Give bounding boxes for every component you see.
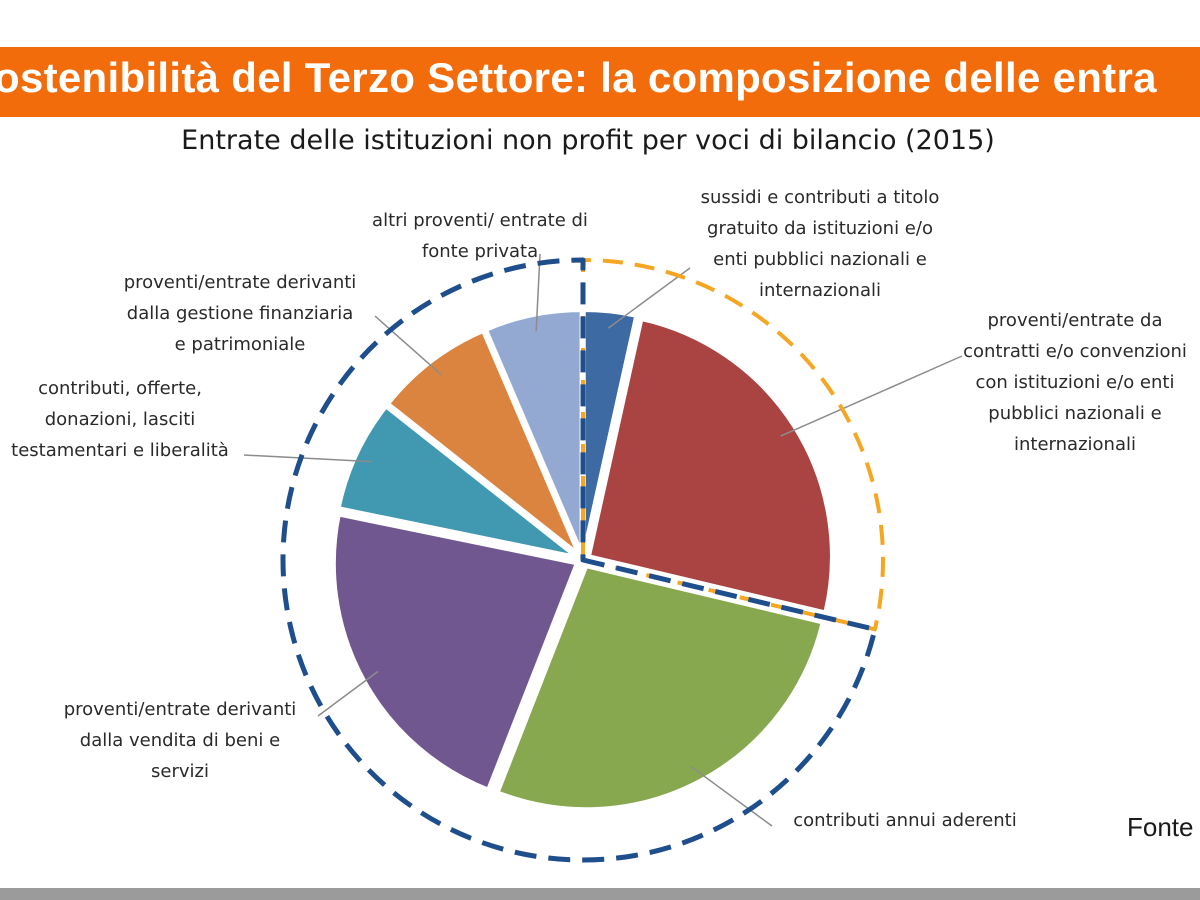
label-contratti-convenzioni: proventi/entrate da contratti e/o conven… — [963, 310, 1187, 455]
pie-slice-2 — [495, 563, 826, 812]
title-banner: ostenibilità del Terzo Settore: la compo… — [0, 47, 1200, 117]
label-contributi-aderenti: contributi annui aderenti — [793, 810, 1017, 831]
source-text: Fonte — [1127, 812, 1194, 842]
banner-title: ostenibilità del Terzo Settore: la compo… — [0, 54, 1157, 101]
pie-slice-3 — [331, 512, 580, 793]
chart-title: Entrate delle istituzioni non profit per… — [181, 125, 995, 156]
pie-slice-6 — [483, 308, 584, 554]
label-gestione-finanziaria: proventi/entrate derivanti dalla gestion… — [123, 272, 357, 355]
pie-slice-1 — [586, 316, 834, 615]
leader-line-1 — [780, 355, 963, 437]
pie-slice-4 — [336, 403, 578, 560]
public-sources-outline — [581, 258, 885, 632]
leader-line-0 — [607, 267, 691, 329]
label-donazioni-liberalita: contributi, offerte, donazioni, lasciti … — [11, 378, 229, 461]
leader-line-5 — [374, 315, 442, 376]
leader-line-4 — [243, 454, 372, 463]
leader-line-3 — [317, 670, 379, 717]
private-sources-outline — [280, 257, 878, 863]
leader-line-6 — [535, 253, 541, 332]
label-vendita-beni-servizi: proventi/entrate derivanti dalla vendita… — [63, 699, 297, 782]
bottom-bar — [0, 888, 1200, 900]
label-sussidi-contributi: sussidi e contributi a titolo gratuito d… — [700, 187, 940, 301]
pie-slice-5 — [385, 328, 581, 557]
leader-line-2 — [690, 766, 773, 827]
pie-slice-0 — [581, 308, 639, 554]
label-altri-proventi: altri proventi/ entrate di fonte privata — [372, 210, 588, 262]
